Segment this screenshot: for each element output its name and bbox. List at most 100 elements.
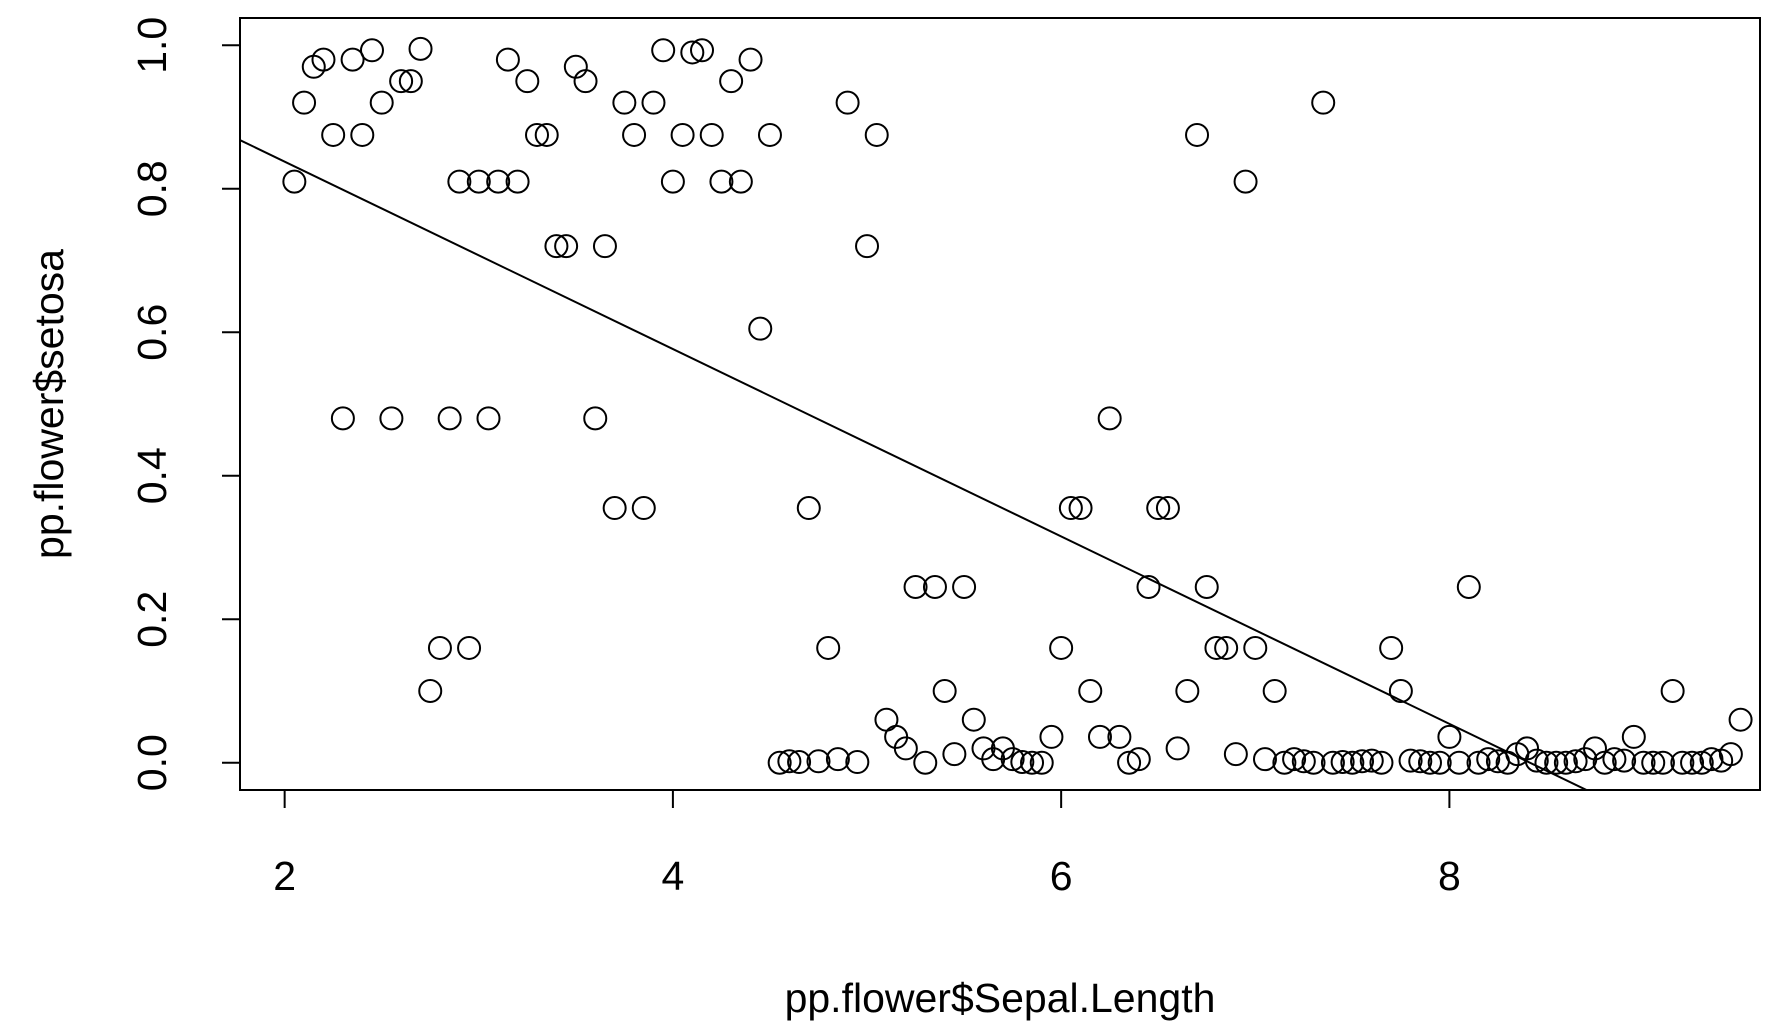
data-point-137 <box>1612 748 1637 773</box>
data-point-56 <box>825 747 850 772</box>
data-point-69 <box>952 574 977 599</box>
data-point-113 <box>1379 635 1404 660</box>
data-point-53 <box>796 496 821 521</box>
y-tick-label-1.0: 1.0 <box>129 17 175 74</box>
data-point-55 <box>816 635 841 660</box>
data-point-89 <box>1146 496 1171 521</box>
data-point-8 <box>360 38 385 63</box>
data-point-51 <box>777 749 802 774</box>
data-point-52 <box>787 750 812 775</box>
data-point-25 <box>525 122 550 147</box>
data-point-119 <box>1437 724 1462 749</box>
fit-line-layer <box>240 138 1589 790</box>
data-point-7 <box>350 122 375 147</box>
data-point-143 <box>1670 750 1695 775</box>
data-point-82 <box>1078 678 1103 703</box>
data-point-19 <box>466 169 491 194</box>
data-point-74 <box>1000 747 1025 772</box>
data-point-140 <box>1641 750 1666 775</box>
data-point-79 <box>1049 635 1074 660</box>
data-point-12 <box>398 69 423 94</box>
data-point-96 <box>1214 635 1239 660</box>
data-point-33 <box>602 496 627 521</box>
data-point-118 <box>1427 750 1452 775</box>
y-axis: 0.0 0.2 0.4 0.6 0.8 1.0 <box>129 17 241 791</box>
data-point-34 <box>612 90 637 115</box>
x-tick-label-4: 4 <box>661 853 684 899</box>
y-tick-label-0.0: 0.0 <box>129 734 175 791</box>
data-point-145 <box>1689 750 1714 775</box>
data-point-46 <box>728 169 753 194</box>
y-tick-label-0.2: 0.2 <box>129 591 175 648</box>
data-point-132 <box>1563 749 1588 774</box>
data-point-26 <box>534 122 559 147</box>
data-point-11 <box>389 69 414 94</box>
data-point-31 <box>583 406 608 431</box>
data-point-92 <box>1175 678 1200 703</box>
data-point-85 <box>1107 724 1132 749</box>
data-point-27 <box>544 234 569 259</box>
y-tick-label-0.6: 0.6 <box>129 304 175 361</box>
data-point-60 <box>864 122 889 147</box>
data-point-115 <box>1398 748 1423 773</box>
data-point-101 <box>1262 678 1287 703</box>
data-point-57 <box>835 90 860 115</box>
data-point-23 <box>505 169 530 194</box>
data-point-120 <box>1447 750 1472 775</box>
data-point-41 <box>680 40 705 65</box>
points-layer <box>282 36 1753 775</box>
data-point-63 <box>893 736 918 761</box>
data-point-127 <box>1515 736 1540 761</box>
data-point-130 <box>1544 750 1569 775</box>
data-point-21 <box>486 169 511 194</box>
data-point-10 <box>379 406 404 431</box>
data-point-83 <box>1087 724 1112 749</box>
data-point-59 <box>855 234 880 259</box>
data-point-122 <box>1466 750 1491 775</box>
data-point-0 <box>282 169 307 194</box>
data-point-97 <box>1223 742 1248 767</box>
y-axis-label: pp.flower$setosa <box>26 249 72 559</box>
data-point-138 <box>1621 724 1646 749</box>
data-point-3 <box>311 47 336 72</box>
data-point-135 <box>1592 750 1617 775</box>
data-point-111 <box>1359 748 1384 773</box>
data-point-68 <box>942 742 967 767</box>
data-point-14 <box>418 678 443 703</box>
data-point-44 <box>709 169 734 194</box>
x-axis: 2 4 6 8 <box>273 789 1461 899</box>
data-point-84 <box>1097 406 1122 431</box>
data-point-39 <box>660 169 685 194</box>
data-point-24 <box>515 69 540 94</box>
x-tick-label-6: 6 <box>1050 853 1073 899</box>
data-point-36 <box>631 496 656 521</box>
data-point-131 <box>1553 750 1578 775</box>
data-point-146 <box>1699 747 1724 772</box>
data-point-144 <box>1680 750 1705 775</box>
data-point-50 <box>767 750 792 775</box>
data-point-100 <box>1252 747 1277 772</box>
data-point-123 <box>1476 747 1501 772</box>
data-point-45 <box>719 69 744 94</box>
data-point-16 <box>437 406 462 431</box>
data-point-108 <box>1330 750 1355 775</box>
data-point-13 <box>408 36 433 61</box>
data-point-49 <box>757 122 782 147</box>
data-point-77 <box>1029 750 1054 775</box>
data-point-42 <box>690 38 715 63</box>
data-point-98 <box>1233 169 1258 194</box>
data-point-37 <box>641 90 666 115</box>
data-point-38 <box>651 38 676 63</box>
data-point-95 <box>1204 635 1229 660</box>
x-tick-label-8: 8 <box>1438 853 1461 899</box>
data-point-66 <box>922 574 947 599</box>
data-point-88 <box>1136 574 1161 599</box>
data-point-18 <box>457 635 482 660</box>
data-point-35 <box>622 122 647 147</box>
data-point-67 <box>932 678 957 703</box>
data-point-109 <box>1340 750 1365 775</box>
x-tick-label-2: 2 <box>273 853 296 899</box>
data-point-94 <box>1194 574 1219 599</box>
data-point-40 <box>670 122 695 147</box>
